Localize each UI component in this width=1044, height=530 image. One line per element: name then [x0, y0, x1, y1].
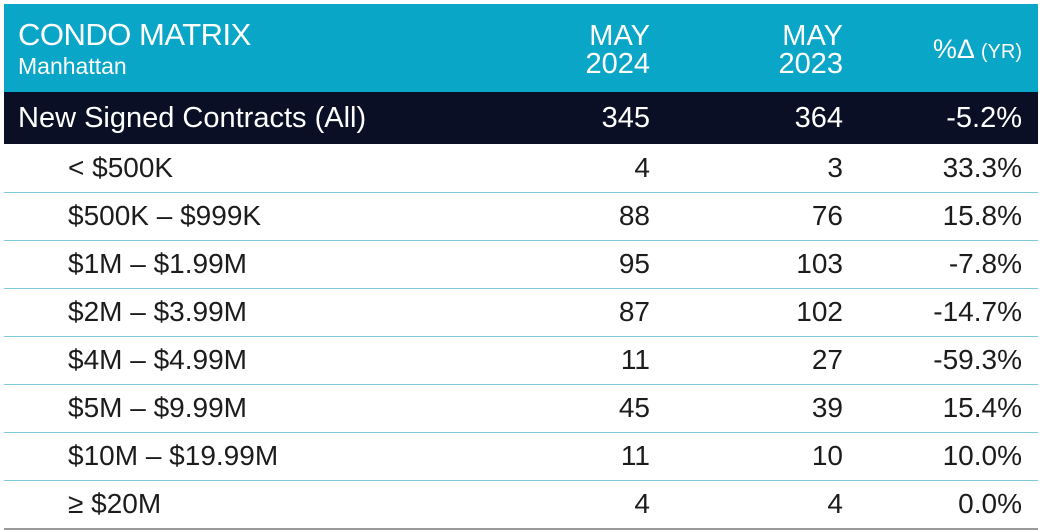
table-row-may-2023: 39: [811, 392, 843, 423]
table-row-may-2023: 27: [811, 344, 843, 375]
table-row-may-2023: 4: [827, 488, 843, 519]
column-header-may-2023-year: 2023: [778, 48, 843, 80]
table-row: $4M – $4.99M 11 27 -59.3%: [4, 336, 1038, 385]
table-row-pct-change: -7.8%: [948, 248, 1022, 279]
pct-change-unit: (YR): [980, 41, 1022, 63]
table-row: $10M – $19.99M 11 10 10.0%: [4, 432, 1038, 481]
table-row-label: $1M – $1.99M: [68, 248, 247, 279]
table-row-label: $2M – $3.99M: [68, 296, 247, 327]
table-row: $2M – $3.99M 87 102 -14.7%: [4, 288, 1038, 337]
total-row-may-2023: 364: [794, 101, 843, 134]
table-row-pct-change: 15.8%: [942, 200, 1022, 231]
table-row-may-2024: 95: [618, 248, 650, 279]
table-row-may-2023: 3: [827, 152, 843, 183]
table-row: ≥ $20M 4 4 0.0%: [4, 480, 1038, 530]
total-row: New Signed Contracts (All) 345 364 -5.2%: [4, 92, 1038, 144]
table-row: $1M – $1.99M 95 103 -7.8%: [4, 240, 1038, 289]
column-header-pct-change: %Δ (YR): [933, 34, 1022, 67]
table-row-label: $4M – $4.99M: [68, 344, 247, 375]
table-row-may-2023: 10: [811, 440, 843, 471]
column-header-may-2024-month: MAY: [589, 20, 650, 52]
condo-matrix-table: CONDO MATRIX Manhattan MAY 2024 MAY 2023…: [4, 4, 1038, 530]
column-header-may-2024: MAY 2024: [585, 20, 650, 80]
table-row-may-2023: 76: [811, 200, 843, 231]
column-header-may-2024-year: 2024: [585, 48, 650, 80]
table-row-may-2023: 102: [796, 296, 843, 327]
table-row-may-2024: 88: [618, 200, 650, 231]
table-title: CONDO MATRIX: [18, 17, 251, 52]
table-row-label: $500K – $999K: [68, 200, 262, 231]
table-row-pct-change: 15.4%: [942, 392, 1022, 423]
table-row-pct-change: -14.7%: [933, 296, 1022, 327]
table-row-pct-change: 10.0%: [942, 440, 1022, 471]
table-row-may-2024: 4: [634, 488, 650, 519]
table-row-may-2024: 4: [634, 152, 650, 183]
table-row-may-2024: 11: [620, 344, 650, 375]
table-subtitle: Manhattan: [18, 53, 127, 79]
column-header-may-2023: MAY 2023: [778, 20, 843, 80]
total-row-pct-change: -5.2%: [946, 101, 1022, 134]
column-header-may-2023-month: MAY: [782, 20, 843, 52]
table-row-label: ≥ $20M: [68, 488, 162, 519]
table-row-may-2024: 87: [618, 296, 650, 327]
total-row-may-2024: 345: [601, 101, 650, 134]
table-row-label: < $500K: [68, 152, 174, 183]
pct-change-symbol: %Δ: [932, 34, 974, 64]
table-row-may-2023: 103: [796, 248, 843, 279]
table-row-label: $5M – $9.99M: [68, 392, 247, 423]
table-row-may-2024: 45: [618, 392, 650, 423]
table-row: $5M – $9.99M 45 39 15.4%: [4, 384, 1038, 433]
table-row: $500K – $999K 88 76 15.8%: [4, 192, 1038, 241]
table-row-pct-change: -59.3%: [933, 344, 1022, 375]
table-row-label: $10M – $19.99M: [68, 440, 279, 471]
total-row-label: New Signed Contracts (All): [18, 101, 367, 134]
table-row-pct-change: 0.0%: [958, 488, 1022, 519]
table-row-may-2024: 11: [620, 440, 650, 471]
table-header: CONDO MATRIX Manhattan MAY 2024 MAY 2023…: [4, 4, 1038, 92]
table-row: < $500K 4 3 33.3%: [4, 144, 1038, 193]
table-row-pct-change: 33.3%: [942, 152, 1022, 183]
